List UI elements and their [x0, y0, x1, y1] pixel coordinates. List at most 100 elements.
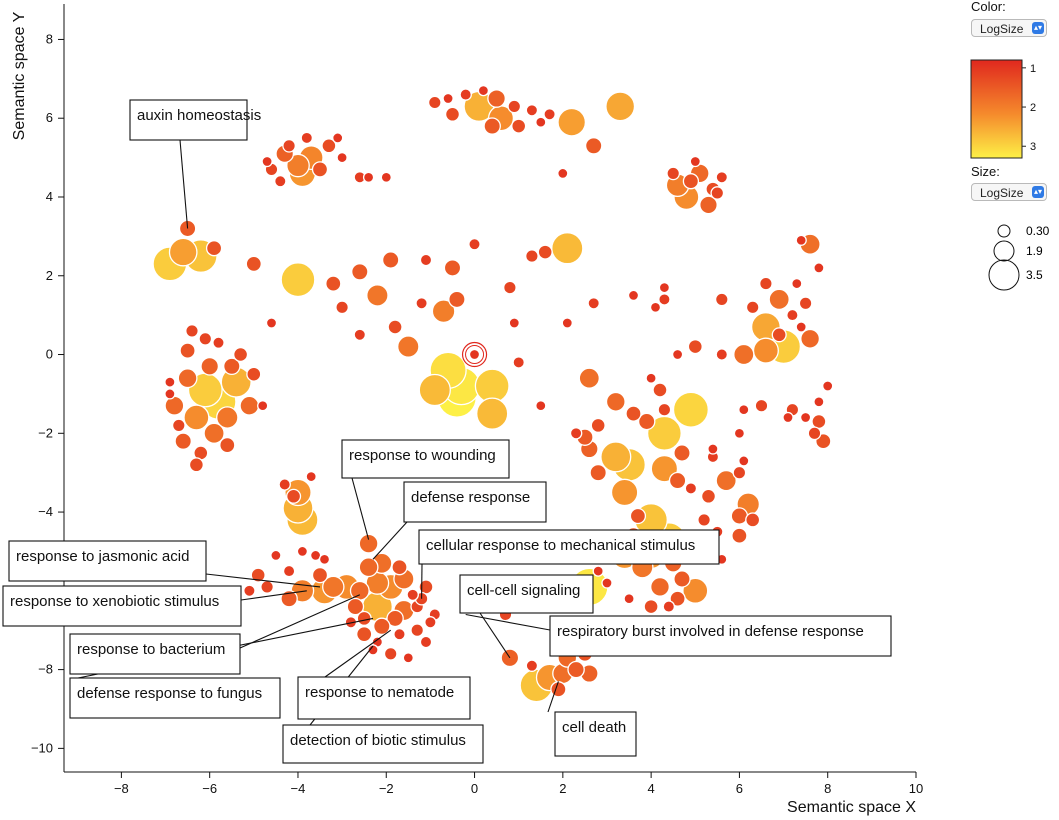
- data-point[interactable]: [752, 337, 779, 364]
- data-point[interactable]: [318, 553, 331, 565]
- data-point[interactable]: [503, 280, 517, 295]
- data-point[interactable]: [578, 367, 600, 389]
- data-point[interactable]: [274, 174, 287, 188]
- data-point[interactable]: [798, 296, 813, 311]
- data-point[interactable]: [203, 422, 225, 444]
- data-point[interactable]: [662, 600, 676, 613]
- data-point[interactable]: [511, 118, 527, 134]
- data-point[interactable]: [260, 580, 274, 594]
- data-point[interactable]: [537, 244, 553, 260]
- data-point[interactable]: [179, 342, 196, 359]
- data-point[interactable]: [381, 251, 400, 269]
- data-point[interactable]: [305, 470, 317, 483]
- data-point[interactable]: [311, 161, 329, 178]
- data-point[interactable]: [168, 237, 198, 267]
- data-point[interactable]: [508, 317, 520, 329]
- data-point[interactable]: [444, 106, 461, 122]
- data-point[interactable]: [807, 426, 822, 441]
- data-point[interactable]: [657, 402, 672, 417]
- data-point[interactable]: [257, 400, 269, 412]
- data-point[interactable]: [239, 395, 260, 416]
- data-point[interactable]: [697, 513, 711, 527]
- data-point[interactable]: [682, 173, 700, 190]
- data-point[interactable]: [535, 116, 547, 128]
- data-point[interactable]: [200, 356, 220, 376]
- data-point[interactable]: [177, 368, 198, 389]
- data-point[interactable]: [391, 559, 408, 576]
- data-point[interactable]: [346, 597, 365, 616]
- data-point[interactable]: [311, 566, 329, 584]
- data-point[interactable]: [707, 443, 719, 455]
- data-point[interactable]: [380, 171, 392, 183]
- data-point[interactable]: [605, 391, 626, 412]
- data-point[interactable]: [431, 299, 456, 324]
- data-point[interactable]: [424, 616, 437, 629]
- data-point[interactable]: [782, 411, 794, 424]
- data-point[interactable]: [601, 577, 613, 589]
- data-point[interactable]: [557, 107, 587, 137]
- data-point[interactable]: [629, 507, 647, 525]
- data-point[interactable]: [477, 84, 490, 97]
- data-point[interactable]: [759, 276, 773, 291]
- data-point[interactable]: [356, 610, 372, 626]
- data-point[interactable]: [246, 366, 262, 382]
- data-point[interactable]: [557, 167, 569, 180]
- data-point[interactable]: [584, 137, 603, 155]
- data-point[interactable]: [822, 380, 834, 392]
- data-point[interactable]: [771, 327, 787, 343]
- data-point[interactable]: [164, 388, 176, 400]
- data-point[interactable]: [286, 153, 310, 178]
- data-point[interactable]: [525, 659, 539, 672]
- data-point[interactable]: [561, 317, 573, 329]
- data-point[interactable]: [383, 646, 398, 661]
- data-point[interactable]: [373, 617, 391, 636]
- data-point[interactable]: [335, 300, 349, 315]
- data-point[interactable]: [336, 151, 348, 164]
- data-point[interactable]: [427, 95, 442, 110]
- data-point[interactable]: [733, 343, 755, 366]
- data-point[interactable]: [535, 400, 547, 412]
- data-point[interactable]: [174, 432, 192, 450]
- data-point[interactable]: [738, 404, 750, 416]
- data-point[interactable]: [652, 382, 668, 398]
- data-point[interactable]: [650, 576, 670, 597]
- data-point[interactable]: [448, 290, 466, 309]
- data-point[interactable]: [786, 308, 799, 322]
- data-point[interactable]: [658, 293, 671, 306]
- data-point[interactable]: [731, 527, 748, 544]
- data-point[interactable]: [791, 277, 803, 290]
- data-point[interactable]: [325, 275, 342, 292]
- data-point[interactable]: [715, 469, 737, 492]
- data-point[interactable]: [243, 584, 256, 598]
- data-point[interactable]: [322, 575, 345, 599]
- data-point[interactable]: [795, 234, 807, 246]
- data-point[interactable]: [669, 590, 686, 607]
- data-point[interactable]: [610, 478, 639, 507]
- data-point[interactable]: [245, 255, 262, 273]
- data-point[interactable]: [590, 417, 606, 433]
- data-point[interactable]: [198, 331, 213, 346]
- data-point[interactable]: [282, 564, 296, 578]
- data-point[interactable]: [799, 411, 812, 424]
- data-point[interactable]: [393, 627, 406, 641]
- data-point[interactable]: [443, 259, 462, 277]
- data-point[interactable]: [415, 297, 428, 310]
- data-point[interactable]: [745, 300, 760, 315]
- data-point[interactable]: [487, 89, 506, 108]
- data-point[interactable]: [605, 91, 636, 122]
- data-point[interactable]: [689, 155, 701, 168]
- data-point[interactable]: [732, 465, 747, 480]
- data-point[interactable]: [673, 444, 691, 462]
- data-point[interactable]: [645, 372, 657, 384]
- data-point[interactable]: [795, 321, 807, 333]
- data-point[interactable]: [356, 626, 373, 643]
- data-point[interactable]: [171, 418, 186, 433]
- data-point[interactable]: [637, 412, 656, 431]
- data-point[interactable]: [625, 405, 642, 422]
- data-point[interactable]: [233, 346, 249, 363]
- data-point[interactable]: [666, 166, 681, 181]
- data-point[interactable]: [216, 406, 239, 429]
- data-point[interactable]: [768, 288, 790, 311]
- data-point[interactable]: [673, 570, 691, 588]
- data-point[interactable]: [589, 463, 607, 482]
